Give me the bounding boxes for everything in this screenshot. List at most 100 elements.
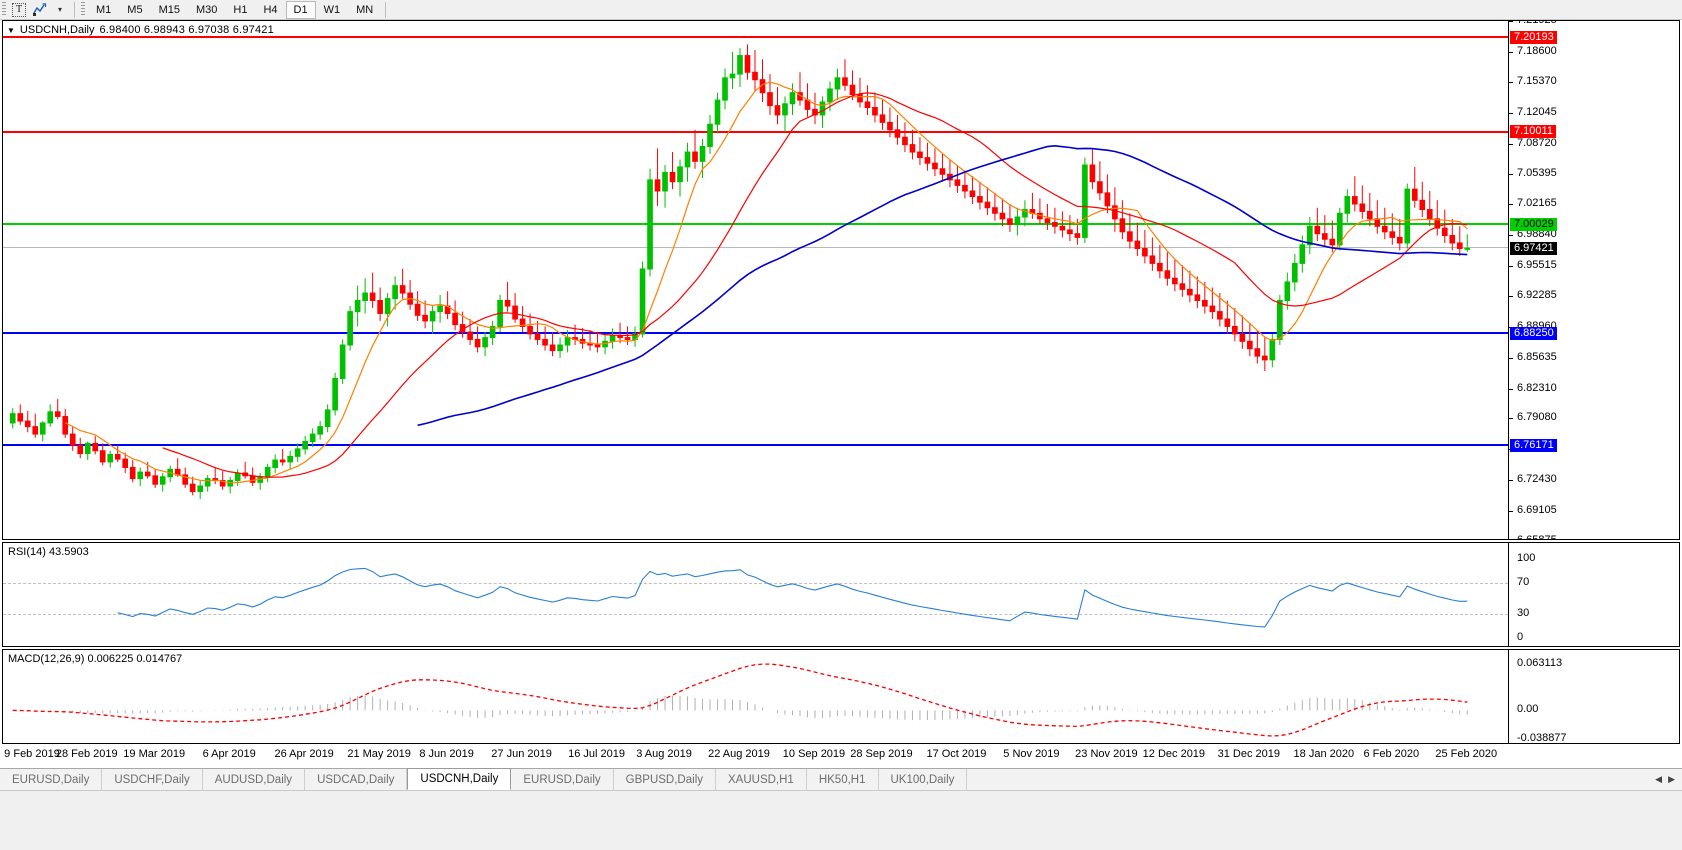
rsi-axis-label: 100 — [1517, 552, 1536, 564]
price-axis-tick — [1509, 388, 1513, 390]
price-axis-label: 7.12045 — [1517, 105, 1557, 118]
support-line[interactable] — [3, 332, 1508, 335]
symbol-ohlc: 6.98400 6.98943 6.97038 6.97421 — [99, 24, 274, 36]
date-axis-label: 21 May 2019 — [347, 748, 411, 760]
text-tool-icon[interactable]: T — [9, 1, 29, 19]
chart-tab-gbpusd-daily[interactable]: GBPUSD,Daily — [614, 769, 716, 790]
timeframe-m30[interactable]: M30 — [195, 3, 218, 16]
timeframe-d1[interactable]: D1 — [285, 0, 316, 19]
timeframe-h1[interactable]: H1 — [233, 3, 248, 16]
date-axis-label: 6 Feb 2020 — [1363, 748, 1420, 760]
price-axis-tick — [1509, 295, 1513, 297]
symbol-header: ▼ USDCNH,Daily 6.98400 6.98943 6.97038 6… — [7, 24, 274, 36]
price-axis-label: 7.02165 — [1517, 197, 1557, 210]
price-axis-tick — [1509, 112, 1513, 114]
symbol-name: USDCNH,Daily — [19, 24, 95, 36]
price-axis-tick — [1509, 81, 1513, 83]
support-line[interactable] — [3, 444, 1508, 447]
price-pane[interactable]: ▼ USDCNH,Daily 6.98400 6.98943 6.97038 6… — [2, 20, 1680, 540]
support-line-688250-label[interactable]: 6.88250 — [1510, 326, 1557, 340]
price-axis-tick — [1509, 204, 1513, 206]
indicators-icon[interactable] — [29, 1, 50, 19]
price-axis-label: 6.82310 — [1517, 381, 1557, 394]
macd-pane[interactable]: MACD(12,26,9) 0.006225 0.014767 0.063113… — [2, 649, 1680, 744]
resistance-line[interactable] — [3, 36, 1508, 39]
chart-tab-audusd-daily[interactable]: AUDUSD,Daily — [203, 769, 306, 790]
date-axis-label: 31 Dec 2019 — [1217, 748, 1281, 760]
macd-axis-label: 0.063113 — [1517, 657, 1563, 669]
macd-axis: 0.063113 0.00 -0.038877 — [1508, 650, 1679, 743]
price-axis-tick — [1509, 51, 1513, 53]
toolbar-grip-2[interactable] — [81, 2, 85, 17]
resistance-line-720193-label[interactable]: 7.20193 — [1510, 30, 1557, 44]
price-axis-label: 7.18600 — [1517, 44, 1557, 57]
chart-tab-hk50-h1[interactable]: HK50,H1 — [807, 769, 879, 790]
date-axis-label: 10 Sep 2019 — [782, 748, 846, 760]
date-axis-label: 12 Dec 2019 — [1142, 748, 1206, 760]
toolbar-grip-1[interactable] — [2, 2, 6, 17]
rsi-series — [117, 567, 1468, 628]
price-axis-label: 7.08720 — [1517, 136, 1557, 149]
date-axis-label: 5 Nov 2019 — [1003, 748, 1060, 760]
macd-axis-label: -0.038877 — [1517, 732, 1567, 744]
price-axis-tick — [1509, 266, 1513, 268]
rsi-level-30 — [3, 614, 1508, 616]
rsi-axis-label: 70 — [1517, 575, 1530, 588]
rsi-axis-label: 30 — [1517, 607, 1530, 620]
price-axis-tick — [1509, 357, 1513, 359]
tab-scroll-left-icon[interactable]: ◀ — [1655, 774, 1663, 784]
price-axis-label: 6.65875 — [1517, 534, 1557, 540]
price-axis-label: 6.85635 — [1517, 350, 1557, 363]
timeframe-mn[interactable]: MN — [356, 3, 374, 16]
chart-tab-usdcad-daily[interactable]: USDCAD,Daily — [305, 769, 408, 790]
price-axis-label: 7.15370 — [1517, 74, 1557, 87]
macd-plot — [3, 650, 1508, 743]
chart-tab-uk100-daily[interactable]: UK100,Daily — [879, 769, 968, 790]
rsi-pane[interactable]: RSI(14) 43.5903 100 70 30 0 — [2, 542, 1680, 647]
price-axis-label: 6.69105 — [1517, 504, 1557, 517]
last-price-line[interactable] — [3, 247, 1508, 249]
last-price-marker-label[interactable]: 6.97421 — [1510, 241, 1557, 255]
tab-scroll-controls[interactable]: ◀ ▶ — [1648, 769, 1682, 790]
chart-tab-usdcnh-daily[interactable]: USDCNH,Daily — [407, 768, 512, 790]
chart-tab-eurusd-daily[interactable]: EURUSD,Daily — [511, 769, 614, 790]
price-axis-tick — [1509, 143, 1513, 145]
symbol-caret-icon[interactable]: ▼ — [7, 25, 15, 35]
timeframe-group: M1 M5 M15 M30 H1 H4 D1 W1 MN — [88, 0, 381, 19]
rsi-axis: 100 70 30 0 — [1508, 543, 1679, 646]
pivot-line-700029-label[interactable]: 7.00029 — [1510, 217, 1557, 231]
date-axis[interactable]: 9 Feb 2019 28 Feb 2019 19 Mar 2019 6 Apr 20… — [2, 746, 1509, 766]
chart-area[interactable]: ▼ USDCNH,Daily 6.98400 6.98943 6.97038 6… — [0, 20, 1682, 775]
price-axis-label: 6.92285 — [1517, 288, 1557, 301]
price-axis-tick — [1509, 21, 1513, 22]
pivot-line[interactable] — [3, 223, 1508, 226]
timeframe-h4[interactable]: H4 — [263, 3, 278, 16]
price-axis-tick — [1509, 174, 1513, 176]
support-line-676171-label[interactable]: 6.76171 — [1510, 438, 1557, 452]
rsi-plot — [3, 543, 1508, 646]
date-axis-label: 19 Mar 2019 — [123, 748, 186, 760]
timeframe-m15[interactable]: M15 — [158, 3, 180, 16]
timeframe-m5[interactable]: M5 — [127, 3, 143, 16]
price-axis-label: 7.05395 — [1517, 167, 1557, 180]
date-axis-label: 6 Apr 2019 — [202, 748, 256, 760]
price-axis[interactable]: 7.21925 7.18600 7.15370 7.12045 7.08720 7.053… — [1508, 21, 1679, 539]
price-axis-label: 6.88960 — [1517, 319, 1557, 332]
chart-tabbar[interactable]: EURUSD,Daily USDCHF,Daily AUDUSD,Daily USDC… — [0, 768, 1682, 790]
chart-tab-eurusd-daily[interactable]: EURUSD,Daily — [0, 769, 103, 790]
price-axis-tick — [1509, 235, 1513, 237]
tab-scroll-right-icon[interactable]: ▶ — [1668, 774, 1675, 784]
chart-tab-xauusd-h1[interactable]: XAUUSD,H1 — [716, 769, 807, 790]
resistance-line-710011-label[interactable]: 7.10011 — [1510, 125, 1556, 139]
price-axis-tick — [1509, 511, 1513, 513]
price-plot — [3, 21, 1508, 539]
indicators-dropdown-caret-icon[interactable]: ▾ — [57, 5, 62, 14]
date-axis-label: 26 Apr 2019 — [274, 748, 334, 760]
status-bar — [0, 790, 1682, 850]
resistance-line[interactable] — [3, 130, 1508, 133]
timeframe-w1[interactable]: W1 — [323, 3, 341, 16]
chart-tab-usdchf-daily[interactable]: USDCHF,Daily — [102, 769, 203, 790]
timeframe-m1[interactable]: M1 — [96, 3, 112, 16]
date-axis-label: 18 Jan 2020 — [1293, 748, 1355, 760]
date-axis-label: 27 Jun 2019 — [491, 748, 552, 760]
